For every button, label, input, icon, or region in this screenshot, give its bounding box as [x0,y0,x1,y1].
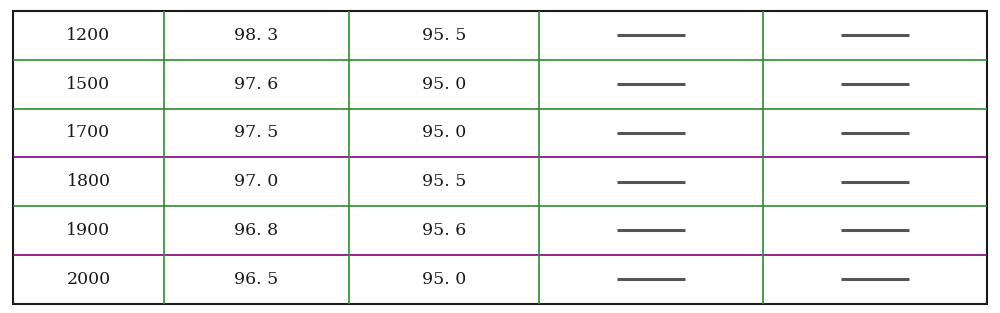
Text: 2000: 2000 [66,271,111,288]
Text: 1700: 1700 [66,124,111,141]
Text: 97. 5: 97. 5 [234,124,279,141]
Text: 95. 5: 95. 5 [422,27,466,44]
Text: 95. 0: 95. 0 [422,124,466,141]
Text: 95. 6: 95. 6 [422,222,466,239]
Text: 95. 0: 95. 0 [422,76,466,93]
Text: 95. 0: 95. 0 [422,271,466,288]
Text: 98. 3: 98. 3 [234,27,279,44]
Text: 97. 6: 97. 6 [234,76,279,93]
Text: 97. 0: 97. 0 [234,173,279,190]
Text: 96. 5: 96. 5 [234,271,279,288]
Text: 1900: 1900 [66,222,111,239]
Text: 1500: 1500 [66,76,111,93]
Text: 1800: 1800 [66,173,110,190]
Text: 95. 5: 95. 5 [422,173,466,190]
Text: 1200: 1200 [66,27,111,44]
Text: 96. 8: 96. 8 [234,222,279,239]
